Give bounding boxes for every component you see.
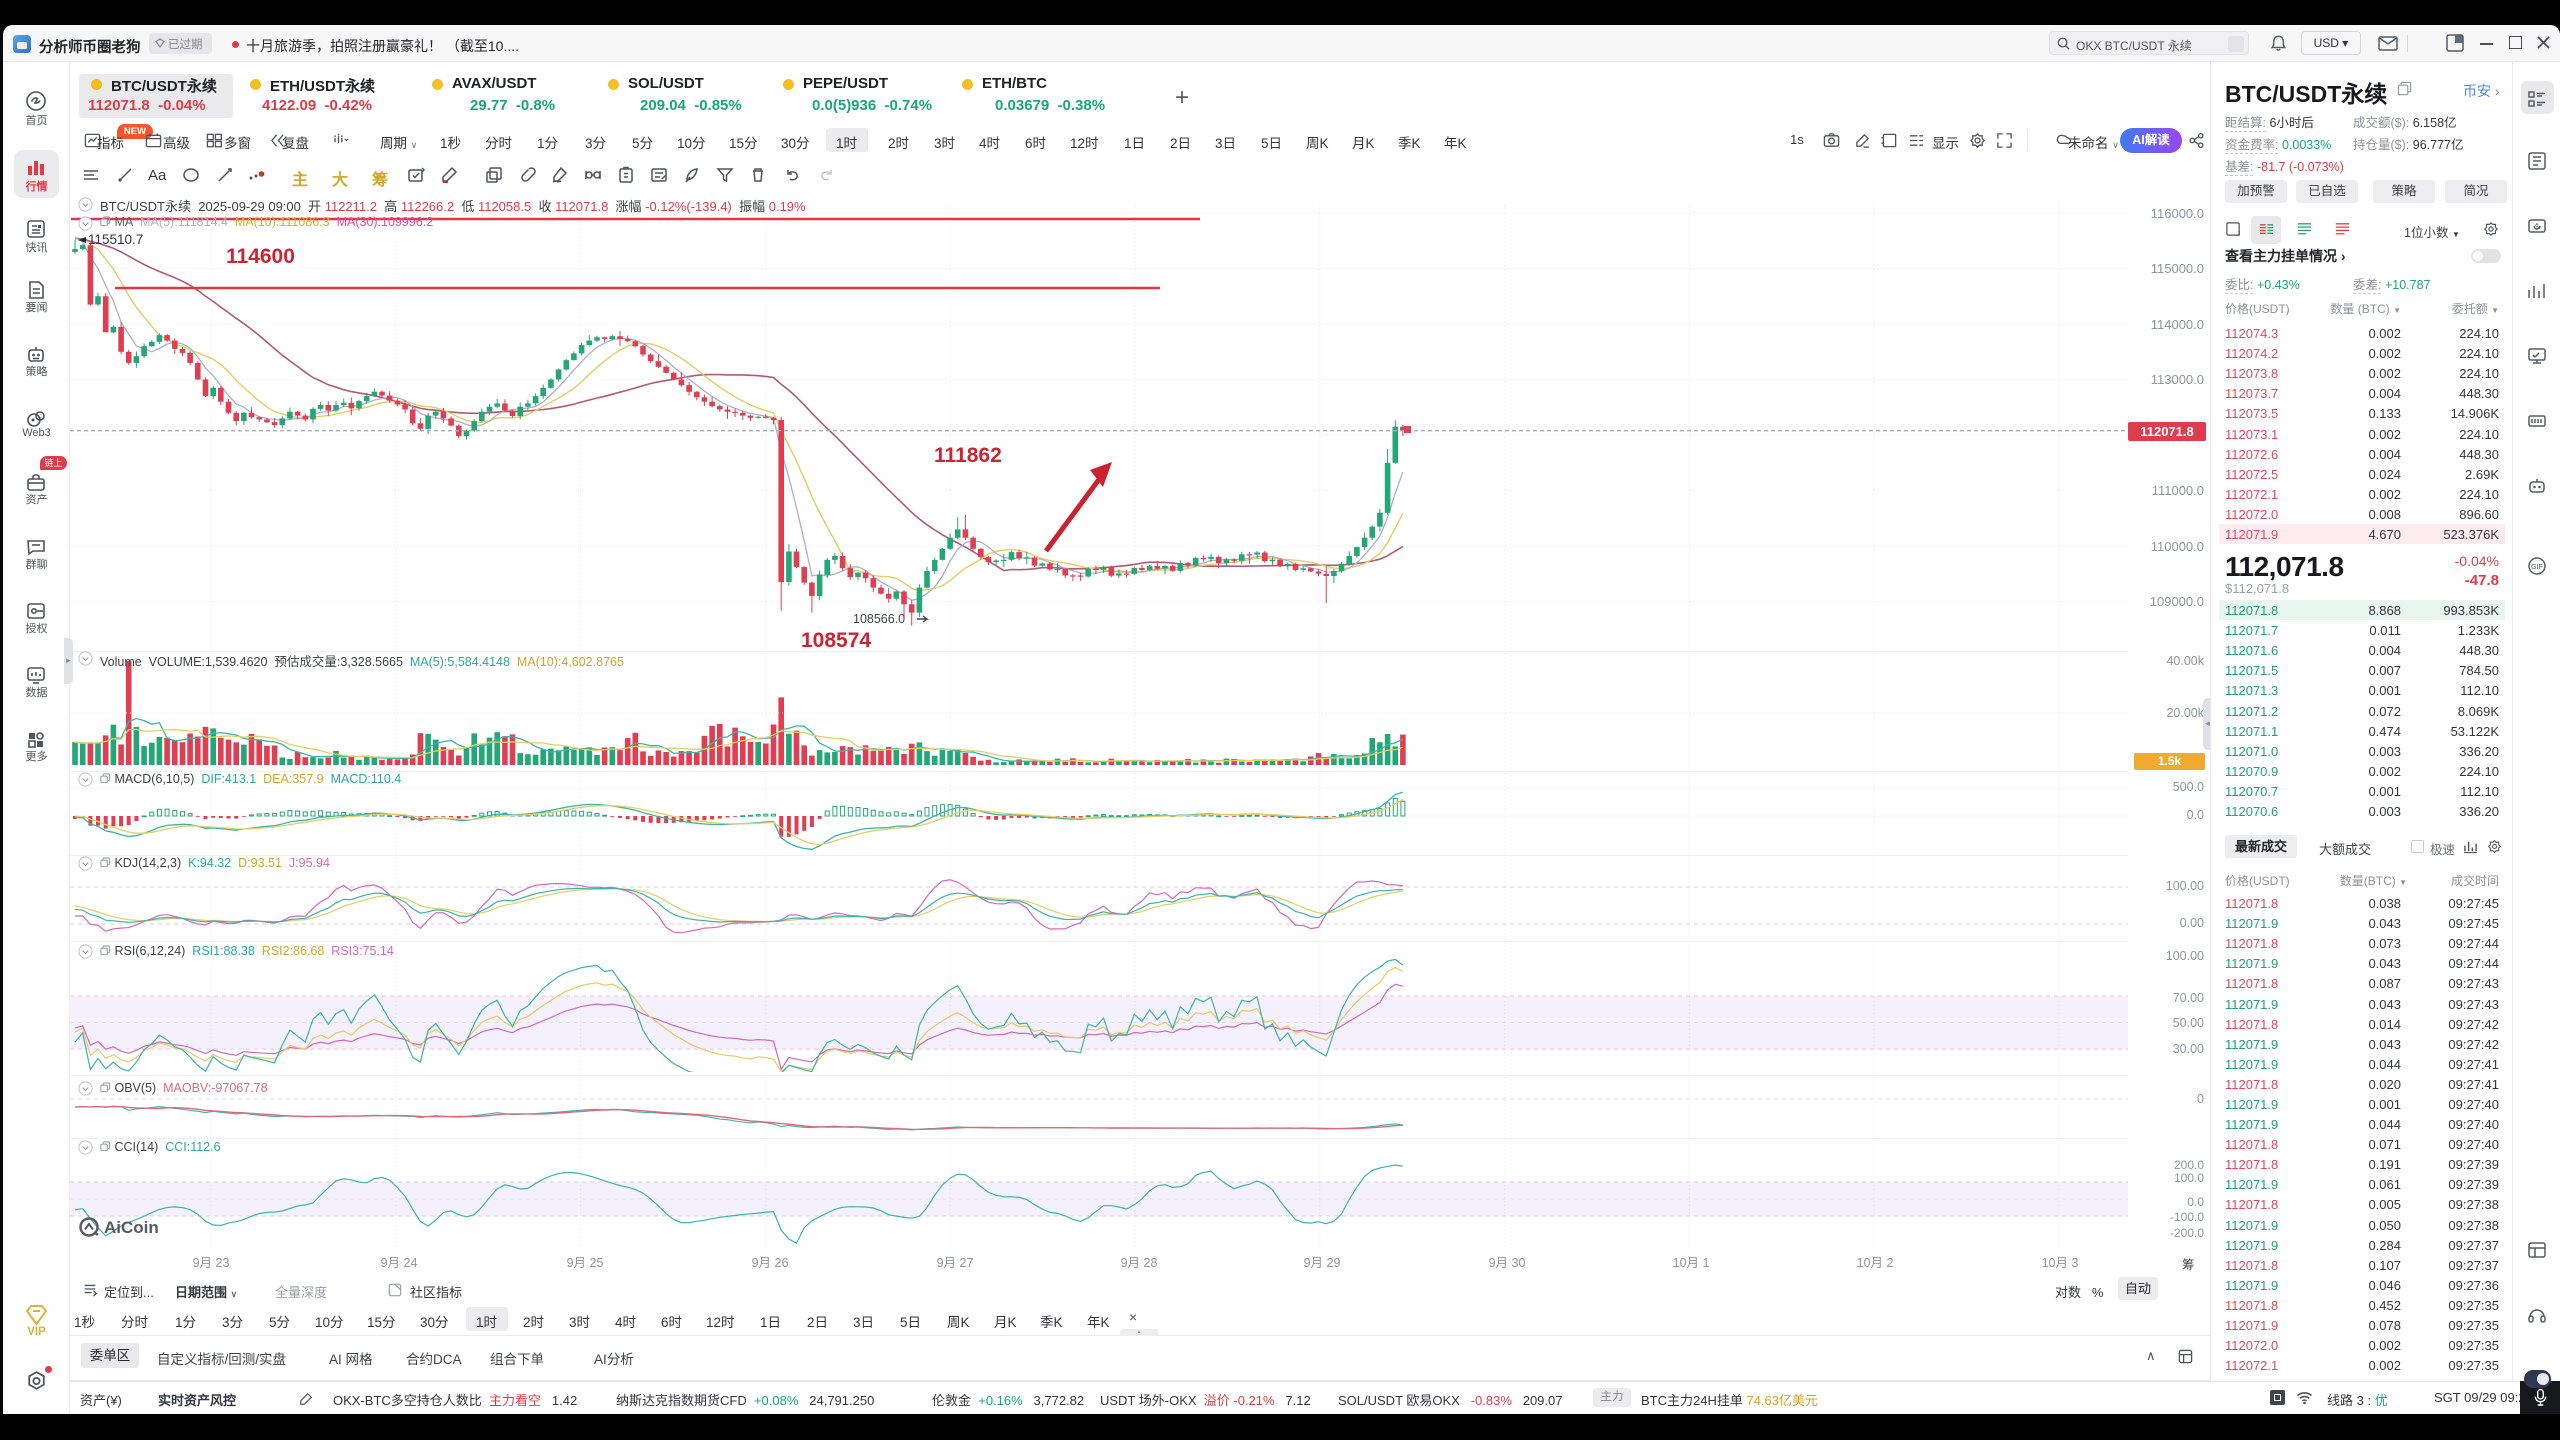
svg-text:GIF: GIF (2531, 564, 2543, 571)
svg-text:$: $ (2535, 224, 2539, 231)
